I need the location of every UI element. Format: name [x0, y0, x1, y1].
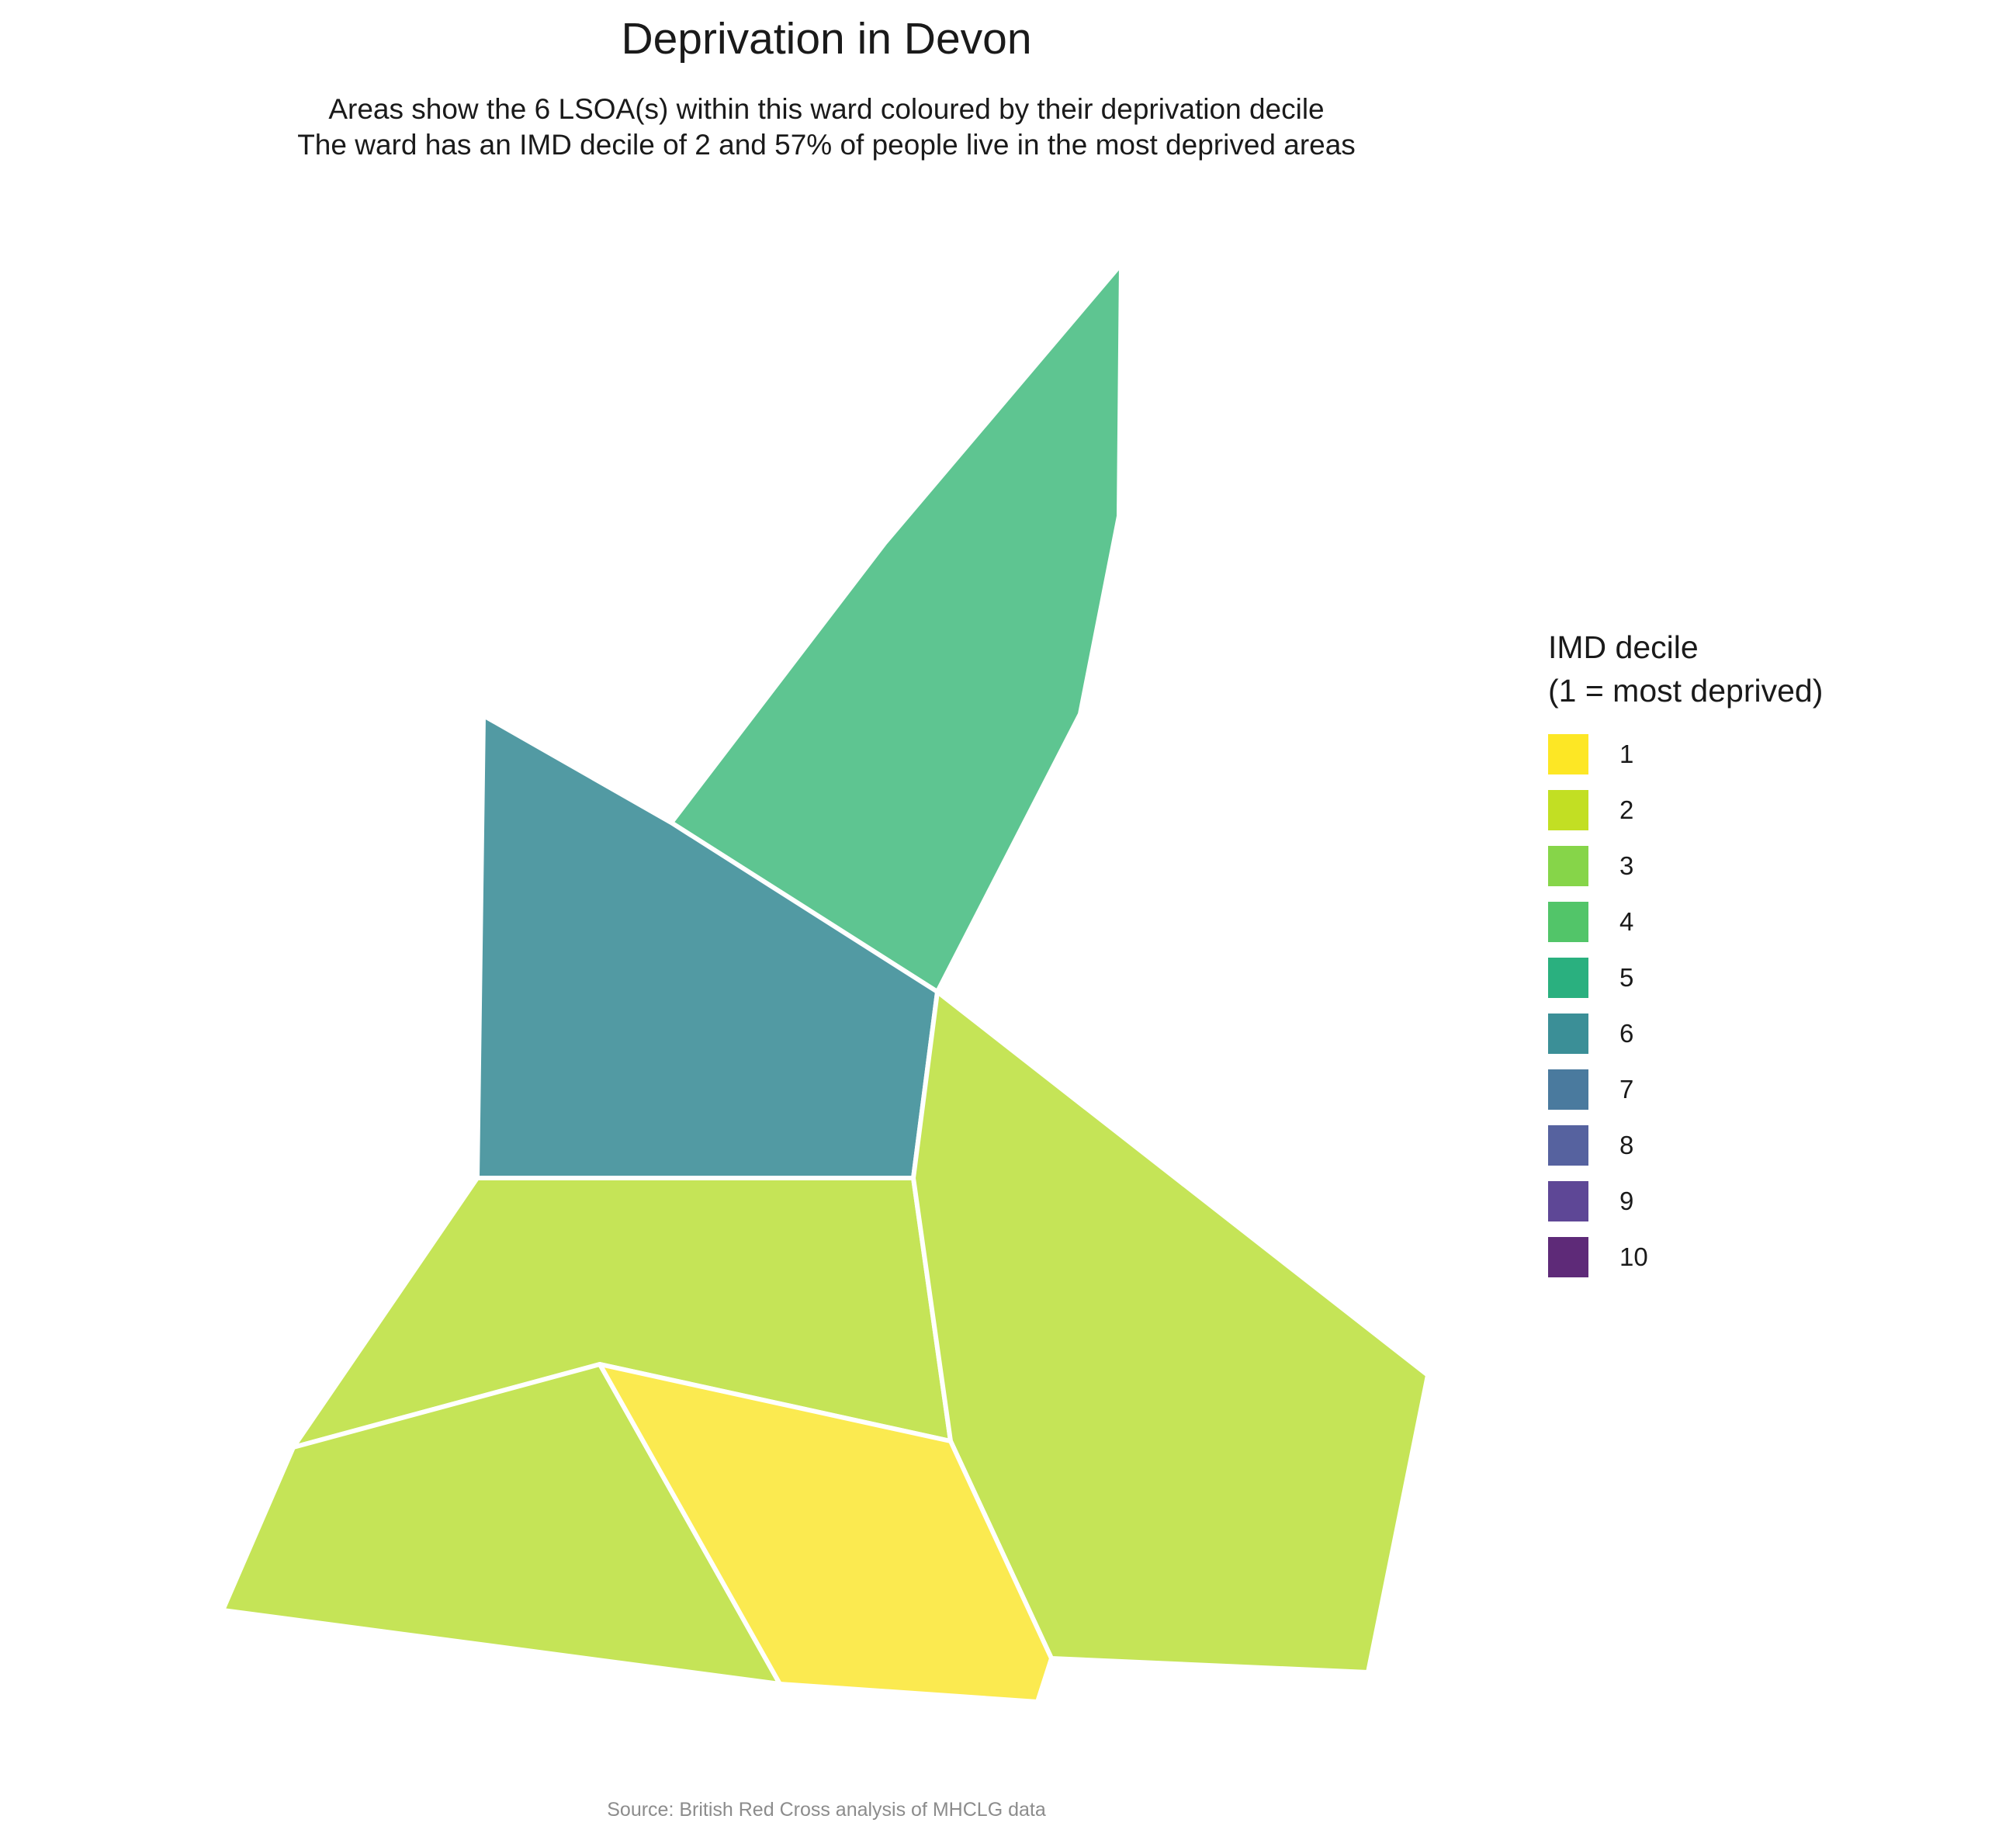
legend-item-6: 6 — [1548, 1006, 1823, 1062]
legend-item-5: 5 — [1548, 950, 1823, 1006]
legend-item-7: 7 — [1548, 1062, 1823, 1117]
legend-item-3: 3 — [1548, 838, 1823, 894]
legend-label: 3 — [1619, 851, 1634, 880]
legend-title-line-1: IMD decile — [1548, 629, 1699, 665]
legend-item-10: 10 — [1548, 1229, 1823, 1285]
legend-title: IMD decile (1 = most deprived) — [1548, 625, 1823, 712]
legend-label: 6 — [1619, 1019, 1634, 1048]
legend-label: 9 — [1619, 1187, 1634, 1215]
subtitle-line-2: The ward has an IMD decile of 2 and 57% … — [297, 129, 1356, 161]
legend-label: 7 — [1619, 1075, 1634, 1104]
legend-item-9: 9 — [1548, 1173, 1823, 1229]
legend-items: 1 2 3 4 5 6 7 8 9 10 — [1548, 726, 1823, 1285]
subtitle-line-1: Areas show the 6 LSOA(s) within this war… — [328, 93, 1325, 125]
source-caption: Source: British Red Cross analysis of MH… — [607, 1799, 1046, 1821]
legend-label: 5 — [1619, 963, 1634, 992]
legend-swatch — [1548, 1069, 1588, 1110]
legend: IMD decile (1 = most deprived) 1 2 3 4 5 6 7 8 9… — [1548, 625, 1823, 1285]
legend-swatch — [1548, 846, 1588, 886]
legend-swatch — [1548, 790, 1588, 830]
legend-label: 2 — [1619, 795, 1634, 824]
legend-swatch — [1548, 734, 1588, 774]
legend-label: 4 — [1619, 907, 1634, 936]
legend-label: 1 — [1619, 740, 1634, 768]
legend-swatch — [1548, 958, 1588, 998]
legend-swatch — [1548, 1014, 1588, 1054]
legend-title-line-2: (1 = most deprived) — [1548, 673, 1824, 709]
lsoa-area-decile-1[interactable] — [598, 1362, 1054, 1704]
legend-swatch — [1548, 1237, 1588, 1277]
legend-label: 10 — [1619, 1242, 1648, 1271]
legend-swatch — [1548, 1181, 1588, 1221]
legend-item-4: 4 — [1548, 894, 1823, 950]
legend-item-8: 8 — [1548, 1117, 1823, 1173]
legend-item-2: 2 — [1548, 782, 1823, 838]
legend-item-1: 1 — [1548, 726, 1823, 782]
legend-swatch — [1548, 902, 1588, 942]
map-title: Deprivation in Devon — [621, 14, 1032, 64]
legend-swatch — [1548, 1125, 1588, 1166]
map-subtitle: Areas show the 6 LSOA(s) within this war… — [0, 92, 1653, 163]
legend-label: 8 — [1619, 1131, 1634, 1159]
